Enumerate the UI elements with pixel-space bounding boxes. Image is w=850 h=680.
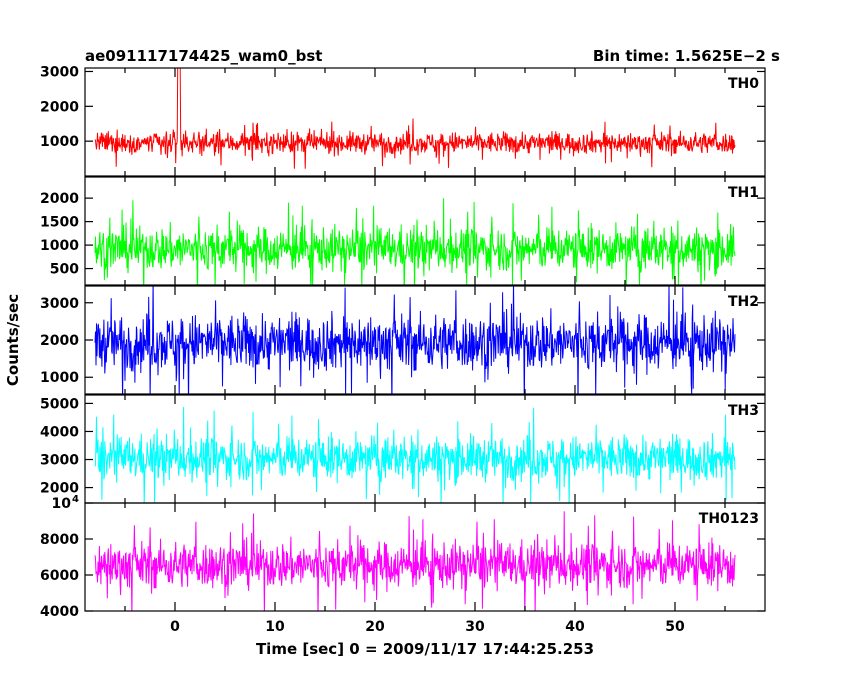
y-tick-label: 1000 — [40, 238, 79, 254]
panel-label: TH2 — [728, 294, 759, 310]
panel-th0: 1000 2000 3000 TH0 — [40, 64, 766, 177]
series-line-th0 — [94, 68, 736, 169]
y-tick-label: 5000 — [40, 396, 79, 412]
panel-th0123: 4000 6000 8000 10 4 TH0123 — [40, 494, 766, 620]
header-left-title: ae091117174425_wam0_bst — [85, 47, 322, 65]
panel-label: TH3 — [728, 403, 759, 419]
header-bin-time: Bin time: 1.5625E−2 s — [593, 47, 780, 65]
y-tick-label: 1000 — [40, 370, 79, 386]
y-tick-label: 3000 — [40, 64, 79, 80]
y-tick-label: 10 — [52, 496, 72, 512]
y-tick-label: 1000 — [40, 134, 79, 150]
y-tick-label: 6000 — [40, 568, 79, 584]
x-tick-label: 0 — [170, 619, 180, 635]
y-tick-label: 4000 — [40, 604, 79, 620]
series-line-th3 — [94, 406, 736, 503]
y-tick-label: 2000 — [40, 99, 79, 115]
panel-label: TH1 — [728, 185, 759, 201]
y-tick-label: 3000 — [40, 296, 79, 312]
y-tick-label: 4000 — [40, 424, 79, 440]
series-line-th2 — [94, 286, 736, 394]
y-tick-label: 8000 — [40, 532, 79, 548]
x-tick-label: 50 — [665, 619, 685, 635]
y-tick-label: 3000 — [40, 453, 79, 469]
panel-th3: 2000 3000 4000 5000 TH3 — [40, 394, 766, 504]
panel-th1: 500 1000 1500 2000 TH1 — [40, 176, 766, 286]
x-tick-label: 30 — [465, 619, 485, 635]
y-tick-label: 500 — [50, 262, 79, 278]
y-tick-label: 1500 — [40, 215, 79, 231]
y-axis-label: Counts/sec — [4, 294, 22, 386]
x-tick-label: 10 — [265, 619, 285, 635]
panel-th2: 1000 2000 3000 TH2 — [40, 285, 766, 395]
y-tick-label-exponent: 4 — [72, 494, 79, 505]
x-tick-label: 20 — [365, 619, 385, 635]
x-axis-label: Time [sec] 0 = 2009/11/17 17:44:25.253 — [256, 640, 594, 658]
x-tick-label: 40 — [565, 619, 585, 635]
series-line-th1 — [94, 198, 736, 285]
panel-frame — [84, 67, 766, 177]
panel-label: TH0123 — [699, 511, 759, 527]
panel-label: TH0 — [728, 76, 759, 92]
y-tick-label: 2000 — [40, 333, 79, 349]
y-tick-label: 2000 — [40, 481, 79, 497]
series-line-th0123 — [94, 511, 736, 611]
y-tick-label: 2000 — [40, 191, 79, 207]
